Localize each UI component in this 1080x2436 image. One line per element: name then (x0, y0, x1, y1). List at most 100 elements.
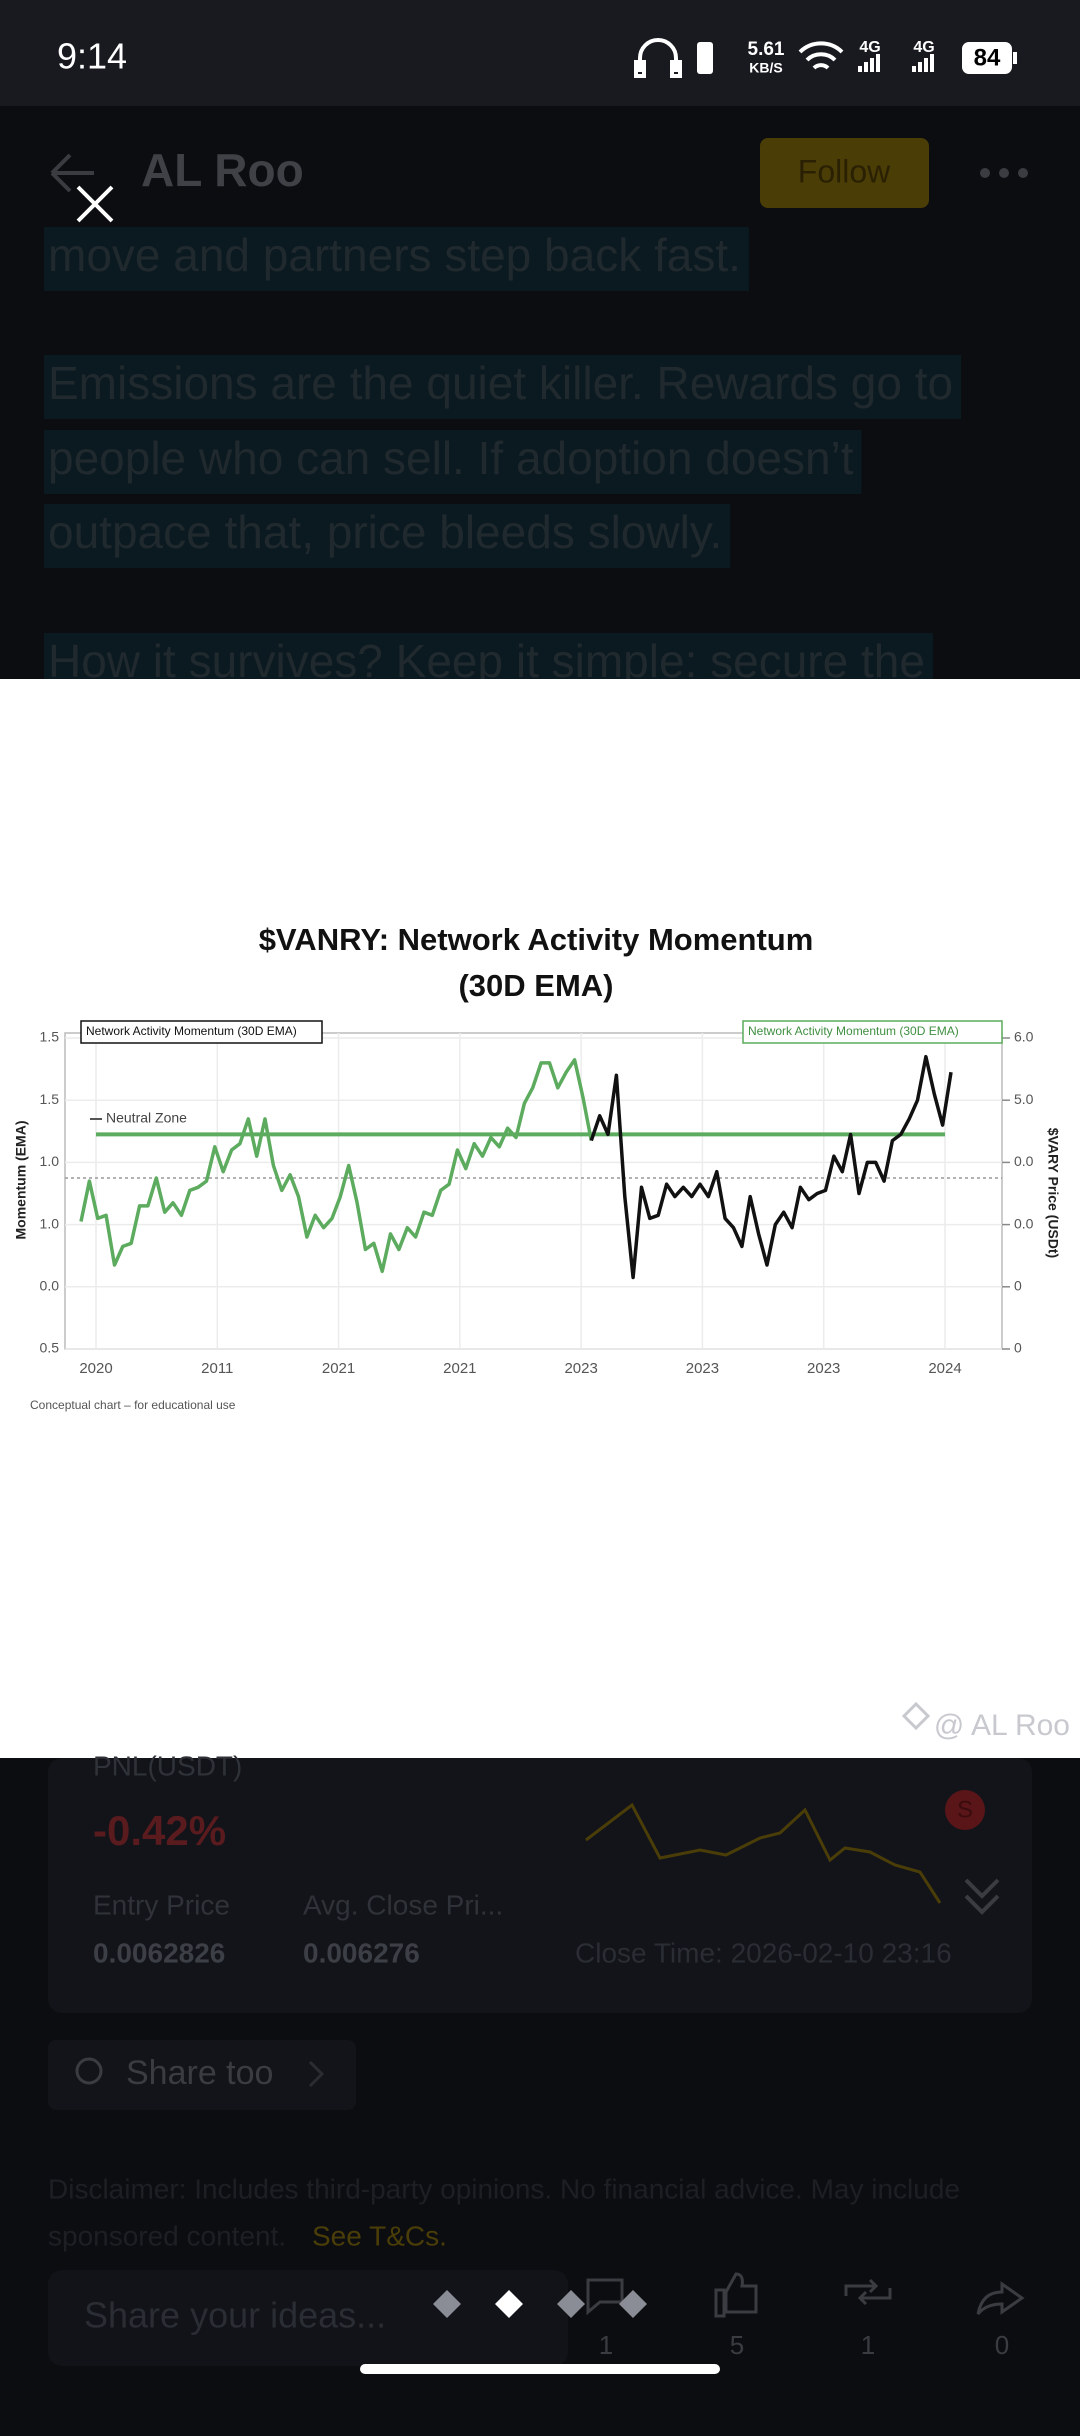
share-count: 0 (995, 2330, 1009, 2360)
pnl-value: -0.42% (93, 1807, 226, 1854)
y-tick-label: 1.0 (40, 1215, 60, 1231)
disclaimer: Disclaimer: Includes third-party opinion… (48, 2173, 960, 2204)
share-icon[interactable] (976, 2281, 1025, 2315)
x-tick-label: 2023 (686, 1360, 719, 1377)
y2-tick-label: 5.0 (1014, 1091, 1034, 1107)
x-tick-label: 2023 (564, 1360, 597, 1377)
post-line: outpace that, price bleeds slowly. (48, 506, 722, 558)
neutral-label: Neutral Zone (106, 1110, 187, 1126)
share-too-label: Share too (126, 2054, 273, 2092)
back-icon (50, 153, 94, 193)
signal-2 (912, 54, 934, 72)
legend-box (742, 1020, 1003, 1044)
close-icon[interactable] (76, 185, 114, 223)
net-speed: 5.61 (748, 39, 785, 60)
post-line: Emissions are the quiet killer. Rewards … (48, 357, 953, 409)
headphone-icon (634, 38, 682, 78)
more-dot (999, 168, 1009, 178)
chart: $VANRY: Network Activity Momentum (30D EM… (13, 922, 1062, 1412)
legend-box (80, 1020, 323, 1044)
x-tick-label: 2021 (322, 1360, 355, 1377)
repost-icon[interactable] (844, 2278, 892, 2306)
author-name: AL Roo (141, 144, 304, 196)
close-time: Close Time: 2026-02-10 23:16 (575, 1937, 952, 1968)
bulb-icon (75, 2057, 103, 2085)
y-tick-label: 0.0 (40, 1278, 60, 1294)
chart-subtitle: (30D EMA) (458, 968, 613, 1003)
status-bar (0, 0, 1080, 106)
disclaimer-2: sponsored content. (48, 2220, 286, 2251)
chart-title: $VANRY: Network Activity Momentum (259, 922, 814, 957)
post-line: How it survives? Keep it simple: secure … (48, 635, 925, 687)
net-speed-unit: KB/S (749, 60, 782, 76)
y2-axis-label: $VARY Price (USDt) (1045, 1128, 1061, 1258)
page-dot[interactable] (557, 2290, 585, 2318)
pnl-label: PNL(USDT) (93, 1750, 242, 1781)
y2-tick-label: 0.0 (1014, 1215, 1034, 1231)
battery (962, 42, 1012, 74)
trade-card (48, 1758, 1032, 2013)
network-2: 4G (913, 39, 934, 56)
page-dot[interactable] (619, 2290, 647, 2318)
text-highlight (44, 227, 749, 291)
battery-tip (1013, 52, 1017, 64)
x-tick-label: 2011 (201, 1360, 233, 1377)
x-tick-label: 2021 (443, 1360, 476, 1377)
x-tick-label: 2023 (807, 1360, 840, 1377)
comment-count: 1 (599, 2330, 613, 2360)
chevron (308, 2060, 325, 2088)
more-dot (980, 168, 990, 178)
y-tick-label: 1.5 (40, 1091, 60, 1107)
share-too-button[interactable] (48, 2040, 356, 2110)
wifi-icon (798, 41, 844, 70)
avg-value: 0.006276 (303, 1937, 420, 1968)
page-dot-active[interactable] (495, 2290, 523, 2318)
avg-label: Avg. Close Pri... (303, 1889, 503, 1920)
comment-icon[interactable] (586, 2278, 624, 2316)
sparkline (585, 1802, 942, 1904)
y-axis-label: Momentum (EMA) (13, 1121, 29, 1240)
home-indicator (360, 2364, 720, 2374)
x-tick-label: 2020 (79, 1360, 112, 1377)
clock: 9:14 (57, 36, 127, 77)
y-tick-label: 1.0 (40, 1153, 60, 1169)
text-highlight (44, 430, 862, 494)
expand-icon[interactable] (964, 1878, 1000, 1915)
text-highlight (44, 504, 731, 568)
legend-label: Network Activity Momentum (30D EMA) (86, 1024, 297, 1038)
y2-tick-label: 0 (1014, 1340, 1022, 1356)
series-line (589, 1054, 953, 1280)
battery-level: 84 (974, 44, 1001, 71)
signal-1 (858, 54, 880, 72)
page-dot[interactable] (433, 2290, 461, 2318)
x-tick-label: 2024 (928, 1360, 961, 1377)
post-text: move and partners step back fast. Emissio… (44, 227, 962, 697)
watermark: @ AL Roo (934, 1709, 1070, 1742)
watermark-logo (901, 1701, 931, 1731)
text-highlight (44, 355, 962, 419)
network-1: 4G (859, 39, 880, 56)
footnote: Conceptual chart – for educational use (30, 1398, 236, 1412)
y2-tick-label: 0.0 (1014, 1153, 1034, 1169)
y-tick-label: 0.5 (40, 1340, 60, 1356)
like-icon[interactable] (714, 2272, 758, 2318)
repost-count: 1 (861, 2330, 875, 2360)
legend-label: Network Activity Momentum (30D EMA) (748, 1024, 959, 1038)
badge-label: S (957, 1796, 973, 1823)
badge (945, 1790, 985, 1830)
post-line: people who can sell. If adoption doesn’t (48, 432, 854, 484)
series-line (79, 1058, 594, 1274)
entry-value: 0.0062826 (93, 1937, 225, 1968)
post-line: move and partners step back fast. (48, 229, 741, 281)
more-dot (1018, 168, 1028, 178)
follow-label: Follow (798, 153, 891, 189)
follow-button[interactable] (760, 138, 929, 208)
y2-tick-label: 6.0 (1014, 1029, 1034, 1045)
y-tick-label: 1.5 (40, 1029, 60, 1045)
tcs-link[interactable]: See T&Cs. (312, 2220, 447, 2251)
entry-label: Entry Price (93, 1889, 230, 1920)
input-box[interactable] (48, 2270, 568, 2366)
vibrate-icon (697, 42, 713, 74)
